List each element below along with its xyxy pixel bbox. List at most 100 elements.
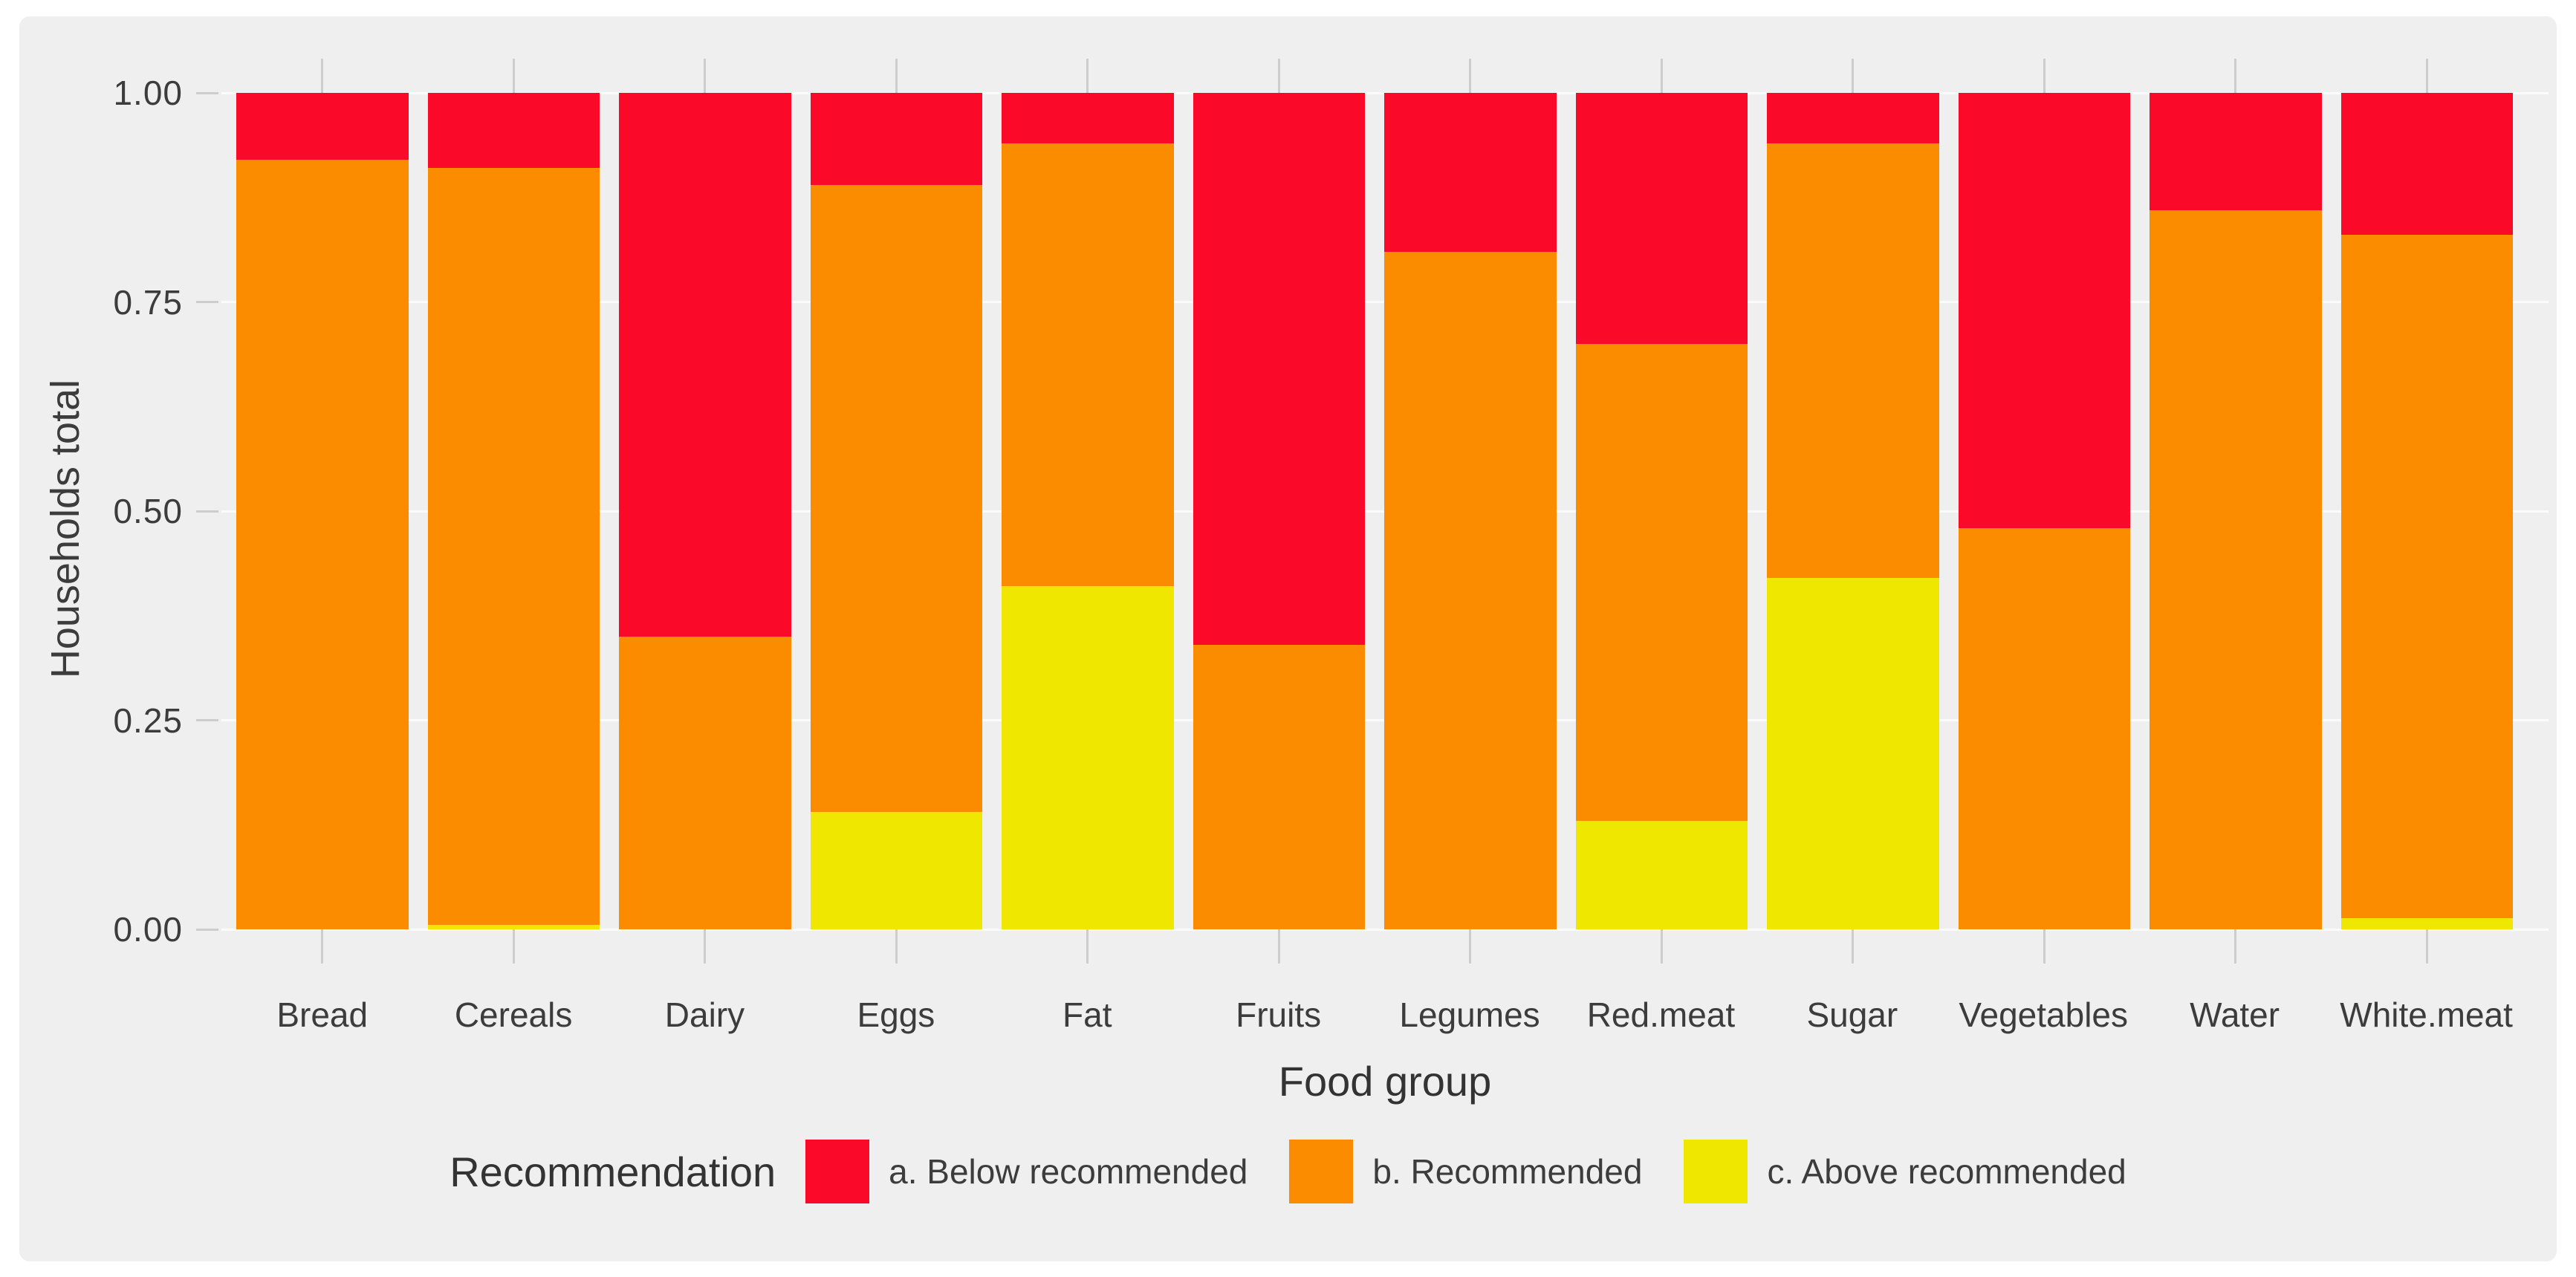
- legend-item: b. Recommended: [1289, 1140, 1642, 1203]
- bar-vegetables: [1958, 59, 2130, 964]
- x-tick-label: Eggs: [857, 995, 935, 1034]
- legend-label: b. Recommended: [1372, 1152, 1643, 1191]
- figure-canvas: 1.00 0.75 0.50 0.25 0.00 Bread Cereals Dairy Eg…: [19, 16, 2557, 1261]
- bar-segment: [1575, 343, 1748, 821]
- bar-segment: [236, 93, 409, 160]
- bar-fruits: [1193, 59, 1365, 964]
- bar-segment: [427, 93, 600, 169]
- bar-segment: [1384, 93, 1557, 252]
- plot-panel: 1.00 0.75 0.50 0.25 0.00 Bread Cereals Dairy Eg…: [113, 59, 2549, 1105]
- y-tick-mark: [196, 91, 218, 94]
- x-tick-label: Legumes: [1399, 995, 1540, 1034]
- y-tick-label: 0.00: [113, 910, 183, 949]
- x-tick-mark-top: [704, 59, 707, 93]
- x-tick-label: Vegetables: [1959, 995, 2129, 1034]
- y-tick-mark: [196, 719, 218, 721]
- bar-cereals: [427, 59, 600, 964]
- bar-segment: [810, 184, 982, 813]
- bar-segment: [619, 636, 791, 929]
- bar-segment: [1958, 93, 2130, 528]
- x-tick-label: Sugar: [1806, 995, 1898, 1034]
- x-tick-label: White.meat: [2340, 995, 2513, 1034]
- legend-swatch: [805, 1140, 870, 1203]
- x-tick-mark-top: [321, 59, 324, 93]
- bar-segment: [1767, 143, 1939, 579]
- y-tick-label: 1.00: [113, 74, 183, 112]
- y-tick-label: 0.75: [113, 282, 183, 322]
- y-axis-title: Households total: [43, 379, 88, 679]
- x-tick-mark-bottom: [895, 929, 898, 964]
- bar-segment: [2150, 209, 2322, 929]
- legend-title: Recommendation: [450, 1148, 776, 1195]
- x-tick-mark-top: [1660, 59, 1663, 93]
- bar-segment: [427, 168, 600, 926]
- bar-legumes: [1384, 59, 1557, 964]
- x-tick-label: Red.meat: [1586, 995, 1736, 1034]
- legend-label: c. Above recommended: [1767, 1152, 2126, 1191]
- bar-segment: [810, 812, 982, 929]
- bar-segment: [619, 93, 791, 637]
- bar-segment: [810, 93, 982, 185]
- x-tick-label: Dairy: [664, 995, 745, 1034]
- x-tick-mark-bottom: [1277, 929, 1280, 964]
- gridline-0.00: [221, 928, 2549, 931]
- x-tick-mark-bottom: [321, 929, 324, 964]
- bar-segment: [2340, 918, 2513, 929]
- x-tick-label: Fat: [1062, 995, 1112, 1034]
- bar-fat: [1002, 59, 1174, 964]
- bar-segment: [1002, 586, 1174, 929]
- x-tick-mark-top: [512, 59, 515, 93]
- bar-segment: [1193, 645, 1365, 929]
- y-tick-mark: [196, 928, 218, 931]
- bar-segment: [1002, 93, 1174, 143]
- x-tick-mark-top: [1086, 59, 1089, 93]
- legend-items: a. Below recommended b. Recommended c. Abo…: [805, 1140, 2126, 1203]
- x-axis-title: Food group: [1278, 1058, 1492, 1105]
- x-tick-label: Cereals: [454, 995, 573, 1034]
- x-tick-mark-top: [1469, 59, 1472, 93]
- legend: Recommendation a. Below recommended b. Re…: [19, 1140, 2557, 1203]
- bar-dairy: [619, 59, 791, 964]
- x-tick-mark-bottom: [2234, 929, 2237, 964]
- x-axis-labels: Bread Cereals Dairy Eggs Fat Fruits Legumes Red…: [221, 995, 2549, 1035]
- bar-segment: [1575, 820, 1748, 929]
- x-tick-mark-bottom: [2425, 929, 2428, 964]
- bar-segment: [1002, 143, 1174, 587]
- x-tick-mark-bottom: [2043, 929, 2045, 964]
- x-tick-label: Fruits: [1236, 995, 1322, 1034]
- x-tick-mark-top: [2043, 59, 2045, 93]
- x-tick-mark-bottom: [1086, 929, 1089, 964]
- x-tick-mark-bottom: [704, 929, 707, 964]
- bar-segment: [1384, 251, 1557, 929]
- bar-segment: [1193, 93, 1365, 646]
- y-tick-mark: [196, 510, 218, 513]
- legend-item: c. Above recommended: [1684, 1140, 2126, 1203]
- y-tick-mark: [196, 301, 218, 303]
- x-tick-mark-bottom: [1469, 929, 1472, 964]
- bar-segment: [1575, 93, 1748, 344]
- gridline-1.00: [221, 91, 2549, 94]
- x-tick-mark-top: [2425, 59, 2428, 93]
- bar-segment: [2340, 235, 2513, 919]
- y-tick-label: 0.50: [113, 492, 183, 530]
- legend-item: a. Below recommended: [805, 1140, 1248, 1203]
- x-tick-label: Water: [2190, 995, 2280, 1034]
- x-tick-mark-bottom: [1660, 929, 1663, 964]
- bar-segment: [2340, 93, 2513, 235]
- bar-segment: [1767, 578, 1939, 929]
- bar-bread: [236, 59, 409, 964]
- x-tick-mark-top: [895, 59, 898, 93]
- bar-segment: [427, 925, 600, 929]
- bars-container: [221, 59, 2549, 964]
- legend-swatch: [1684, 1140, 1748, 1203]
- bar-segment: [2150, 93, 2322, 210]
- bar-segment: [236, 160, 409, 929]
- y-tick-label: 0.25: [113, 701, 183, 740]
- bar-segment: [1767, 93, 1939, 143]
- bar-segment: [1958, 527, 2130, 929]
- legend-swatch: [1289, 1140, 1354, 1203]
- bar-eggs: [810, 59, 982, 964]
- x-tick-mark-bottom: [1852, 929, 1855, 964]
- x-tick-mark-top: [2234, 59, 2237, 93]
- legend-label: a. Below recommended: [889, 1152, 1248, 1191]
